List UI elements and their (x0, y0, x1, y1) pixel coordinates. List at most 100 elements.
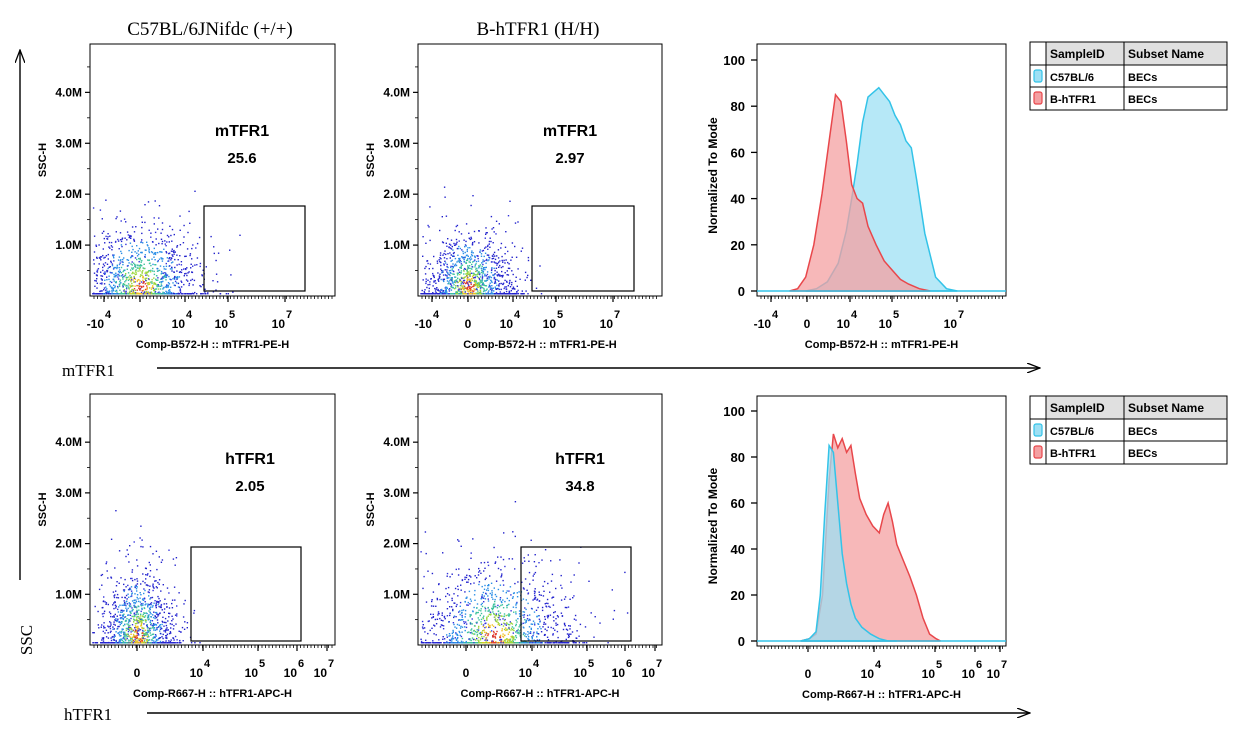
event-dot (136, 289, 138, 291)
event-dot (167, 260, 169, 262)
event-dot (94, 279, 96, 282)
event-dot (469, 238, 471, 241)
event-dot (152, 553, 154, 555)
event-dot (107, 603, 109, 606)
event-dot (160, 232, 162, 234)
event-dot (120, 252, 123, 255)
event-dot (178, 592, 180, 594)
event-dot (485, 246, 487, 248)
event-dot (129, 545, 131, 547)
event-dot (187, 272, 189, 274)
event-dot (126, 637, 128, 640)
event-dot (157, 614, 160, 616)
event-dot (476, 286, 478, 288)
event-dot (444, 262, 447, 264)
event-dot (144, 293, 146, 295)
event-dot (104, 279, 106, 281)
event-dot (547, 626, 549, 628)
event-dot (454, 257, 457, 260)
x-tick-exponent: 5 (588, 658, 594, 670)
event-dot (474, 293, 476, 295)
event-dot (192, 284, 194, 286)
event-dot (433, 280, 435, 282)
event-dot (141, 226, 143, 229)
event-dot (178, 293, 180, 295)
event-dot (164, 286, 167, 288)
event-dot (512, 286, 515, 288)
event-dot (106, 570, 108, 572)
event-dot (165, 273, 167, 276)
event-dot (470, 278, 473, 280)
event-dot (522, 614, 524, 616)
event-dot (101, 290, 103, 292)
event-dot (479, 289, 481, 292)
event-dot (127, 642, 129, 644)
event-dot (127, 593, 129, 595)
event-dot (156, 260, 159, 263)
event-dot (173, 233, 175, 236)
event-dot (162, 641, 164, 643)
event-dot (477, 273, 479, 275)
event-dot (123, 632, 125, 634)
event-dot (461, 249, 463, 251)
event-dot (149, 611, 151, 614)
y-tick-label: 4.0M (55, 435, 82, 449)
event-dot (129, 274, 131, 277)
event-dot (474, 279, 476, 281)
event-dot (123, 613, 125, 615)
event-dot (109, 612, 112, 615)
event-dot (515, 619, 517, 621)
event-dot (130, 617, 132, 620)
event-dot (112, 628, 114, 630)
event-dot (457, 247, 459, 250)
event-dot (462, 279, 465, 282)
event-dot (475, 268, 477, 270)
event-dot (131, 610, 133, 612)
event-dot (492, 625, 495, 627)
event-dot (194, 642, 196, 644)
event-dot (189, 253, 192, 255)
event-dot (136, 642, 138, 644)
event-dot (103, 287, 106, 289)
event-dot (124, 604, 126, 606)
event-dot (129, 639, 131, 642)
event-dot (120, 259, 122, 261)
event-dot (113, 267, 115, 269)
event-dot (110, 630, 112, 632)
event-dot (151, 606, 154, 608)
event-dot (159, 637, 161, 639)
event-dot (484, 268, 486, 271)
event-dot (495, 220, 498, 222)
event-dot (129, 603, 132, 605)
event-dot (132, 248, 134, 251)
event-dot (146, 574, 149, 576)
event-dot (173, 586, 176, 588)
event-dot (100, 259, 102, 261)
event-dot (122, 640, 125, 643)
event-dot (516, 601, 518, 604)
event-dot (175, 276, 177, 278)
event-dot (207, 292, 209, 294)
event-dot (461, 616, 463, 618)
event-dot (458, 261, 461, 264)
event-dot (549, 606, 551, 608)
event-dot (94, 605, 96, 608)
event-dot (438, 259, 440, 261)
gate-box (531, 205, 635, 292)
event-dot (183, 236, 185, 238)
event-dot (148, 595, 150, 597)
event-dot (202, 269, 204, 271)
event-dot (160, 590, 162, 592)
event-dot (93, 272, 96, 274)
event-dot (433, 281, 435, 283)
event-dot (127, 633, 129, 635)
event-dot (131, 607, 133, 609)
event-dot (147, 283, 149, 286)
event-dot (101, 218, 103, 220)
event-dot (145, 603, 147, 605)
event-dot (116, 216, 118, 218)
event-dot (144, 589, 146, 592)
event-dot (555, 587, 557, 590)
event-dot (112, 635, 114, 638)
event-dot (187, 280, 189, 282)
